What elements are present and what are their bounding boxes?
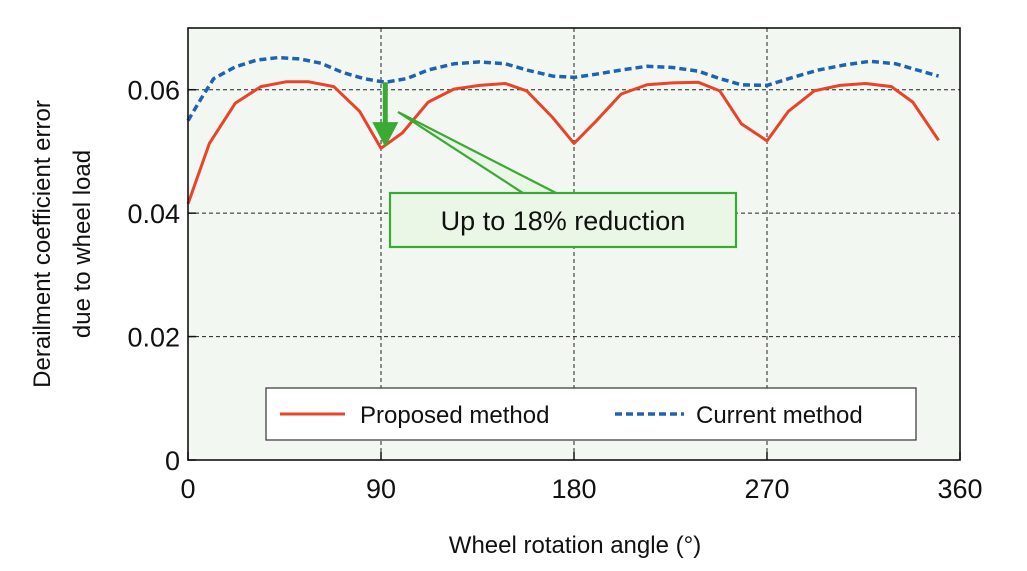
legend: Proposed method Current method [265,387,917,441]
x-tick-label: 0 [180,474,195,504]
y-tick-label: 0.06 [127,76,180,106]
x-axis-title: Wheel rotation angle (°) [449,532,701,559]
y-axis-title-line-2: due to wheel load [69,150,96,338]
legend-label-current: Current method [696,402,863,429]
reduction-arrow-head [372,122,399,148]
y-tick-label: 0.02 [127,323,180,353]
plot-frame [187,27,961,461]
legend-label-proposed: Proposed method [360,402,549,429]
x-tick-label: 270 [744,474,789,504]
annotation-box [388,191,738,249]
legend-box [265,387,917,441]
annotation: Up to 18% reduction [372,82,738,249]
annotation-text: Up to 18% reduction [441,206,686,236]
y-tick-label: 0.04 [127,199,180,229]
y-axis-title-line-1: Derailment coefficient error [29,100,56,388]
y-axis-title: Derailment coefficient error due to whee… [29,100,96,388]
x-tick-label: 90 [366,474,396,504]
series-line-proposed-method [186,80,940,205]
x-tick-label: 360 [937,474,982,504]
axis-ticks: 0 90 180 270 360 0 0.02 0.04 0.06 [127,76,982,504]
y-tick-label: 0 [165,446,180,476]
x-tick-label: 180 [551,474,596,504]
series-line-current-method [186,55,940,122]
series-lines [186,55,940,205]
